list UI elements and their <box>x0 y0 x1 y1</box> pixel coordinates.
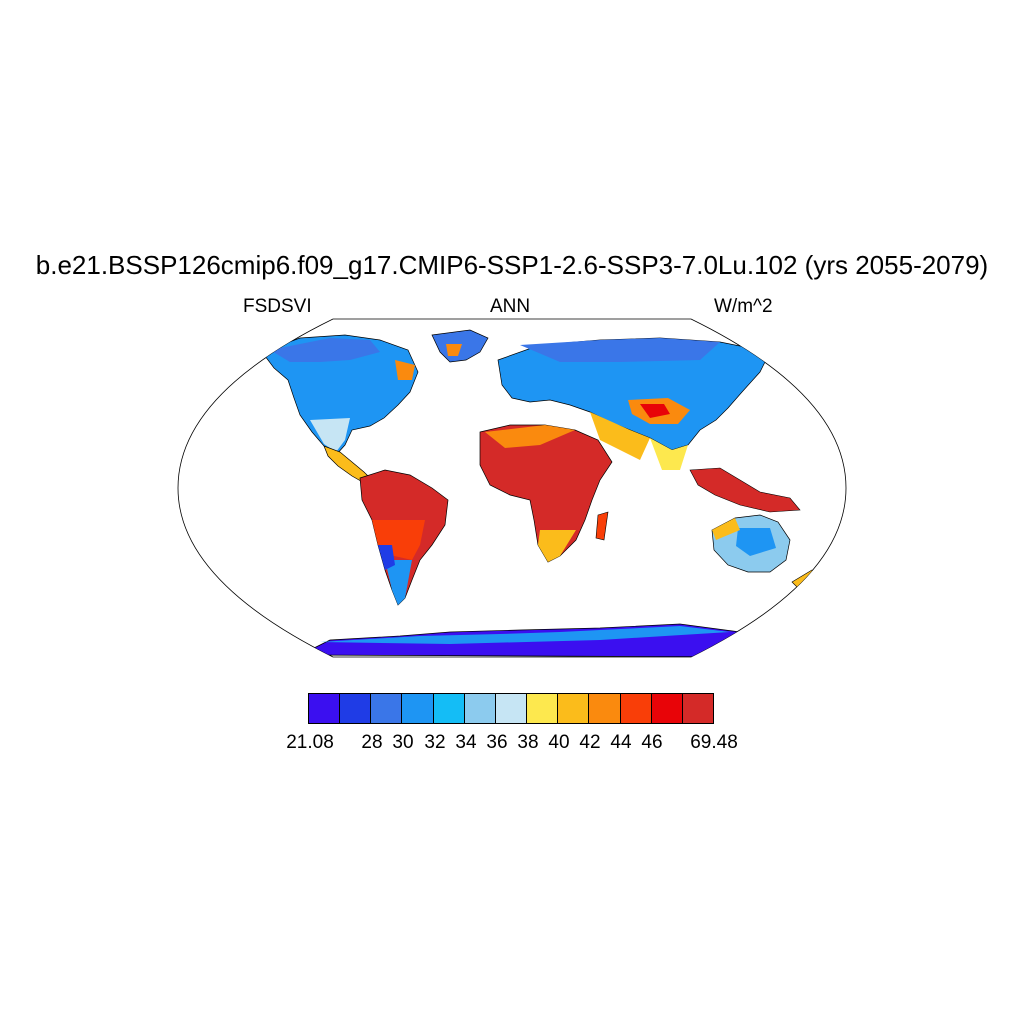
colorbar-label: 40 <box>548 732 570 753</box>
colorbar-swatch <box>682 694 714 723</box>
season-label: ANN <box>490 296 531 317</box>
maritime-continent <box>689 467 801 513</box>
colorbar-label: 28 <box>361 732 383 753</box>
colorbar-label: 46 <box>641 732 663 753</box>
north-america-north <box>270 338 380 362</box>
colorbar-swatch <box>620 694 652 723</box>
colorbar-swatch <box>340 694 372 723</box>
variable-label: FSDSVI <box>243 296 312 317</box>
hudson-area <box>395 360 415 380</box>
madagascar <box>595 511 609 541</box>
colorbar-swatch <box>589 694 621 723</box>
units-label: W/m^2 <box>714 296 773 317</box>
colorbar-label: 32 <box>424 732 446 753</box>
plot-title: b.e21.BSSP126cmip6.f09_g17.CMIP6-SSP1-2.… <box>35 250 989 280</box>
colorbar <box>308 693 714 724</box>
colorbar-label: 30 <box>392 732 414 753</box>
colorbar-label: 42 <box>579 732 601 753</box>
colorbar-swatch <box>464 694 496 723</box>
colorbar-swatch <box>371 694 403 723</box>
colorbar-swatch <box>495 694 528 723</box>
colorbar-label: 38 <box>517 732 539 753</box>
north-america-south <box>310 418 350 452</box>
colorbar-label: 69.48 <box>690 732 738 753</box>
colorbar-swatch <box>309 694 341 723</box>
north-america <box>261 334 419 456</box>
colorbar-swatch <box>651 694 683 723</box>
colorbar-label: 36 <box>486 732 508 753</box>
colorbar-swatch <box>433 694 465 723</box>
colorbar-swatch <box>527 694 559 723</box>
colorbar-label: 44 <box>610 732 632 753</box>
colorbar-swatch <box>558 694 590 723</box>
colorbar-label: 34 <box>455 732 477 753</box>
colorbar-label: 21.08 <box>286 732 334 753</box>
colorbar-swatch <box>402 694 434 723</box>
